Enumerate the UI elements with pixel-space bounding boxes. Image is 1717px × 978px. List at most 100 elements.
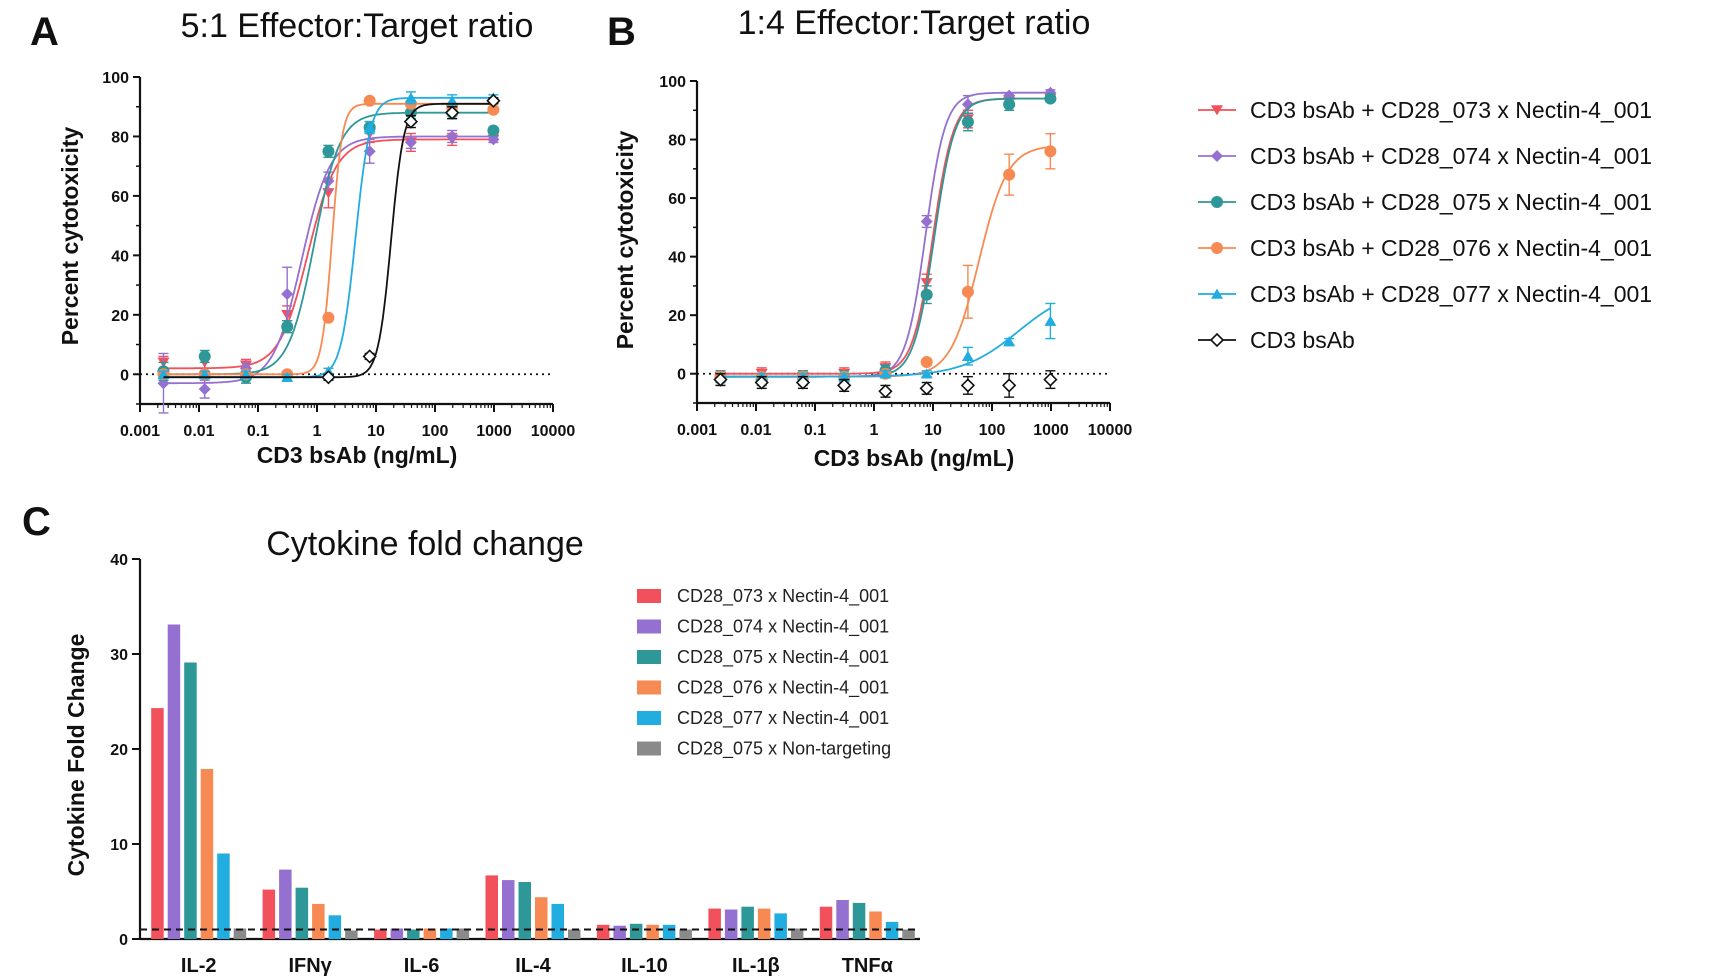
chart-c-category-label: IL-2 — [181, 955, 217, 977]
legend-marker — [1211, 150, 1223, 162]
legend-swatch — [637, 650, 661, 664]
chart-c-bar — [869, 911, 882, 939]
chart-b-legend: CD3 bsAb + CD28_073 x Nectin-4_001 CD3 bs… — [1198, 97, 1652, 353]
chart-c-bar — [613, 925, 626, 939]
chart-a-fit-curve — [163, 102, 494, 376]
chart-c-title: Cytokine fold change — [266, 525, 584, 563]
chart-a-data-point — [362, 349, 377, 364]
chart-c-y-tick-label: 0 — [119, 932, 128, 949]
legend-marker — [1211, 242, 1223, 254]
chart-a-x-tick-label: 100 — [422, 423, 449, 440]
chart-a-data-point — [487, 103, 500, 116]
chart-c-bar — [262, 889, 276, 939]
chart-c-category-label: IL-4 — [515, 955, 551, 977]
chart-c-bar — [167, 624, 181, 939]
panel-letter-c: C — [22, 500, 51, 544]
chart-a-x-tick-label: 10000 — [531, 423, 576, 440]
legend-label: CD28_076 x Nectin-4_001 — [677, 678, 889, 699]
chart-c: Cytokine fold change Cytokine Fold Chang… — [63, 525, 920, 977]
chart-b-data-point — [919, 381, 934, 396]
chart-b-data-point — [1003, 168, 1016, 181]
chart-b-x-tick-label: 0.1 — [804, 422, 826, 439]
chart-b-data-point — [961, 350, 974, 361]
legend-marker — [1211, 105, 1223, 116]
chart-c-bar — [568, 929, 581, 939]
chart-b-x-tick-label: 10 — [924, 422, 942, 439]
chart-c-bar — [724, 909, 738, 939]
chart-a-x-tick-label: 0.001 — [120, 423, 160, 440]
chart-a-data-point — [487, 124, 500, 137]
chart-a-series-5 — [163, 93, 501, 385]
legend-label: CD3 bsAb + CD28_076 x Nectin-4_001 — [1250, 235, 1652, 261]
chart-c-bar — [708, 908, 721, 939]
chart-b-fit-curve — [720, 91, 1051, 378]
chart-b-data-point — [960, 378, 976, 393]
chart-c-category-label: IFNγ — [288, 955, 332, 977]
chart-b-data-point — [1044, 145, 1057, 158]
chart-b-y-tick-label: 0 — [677, 367, 686, 384]
chart-a-data-point — [363, 94, 376, 107]
chart-b-data-point — [920, 368, 933, 379]
chart-a-ylabel: Percent cytotoxicity — [57, 127, 83, 346]
chart-b-data-point — [1044, 315, 1057, 326]
chart-b-x-tick-label: 0.01 — [740, 422, 771, 439]
chart-b-data-point — [713, 372, 728, 387]
chart-c-y-tick-label: 20 — [110, 742, 128, 759]
chart-b-y-tick-label: 100 — [659, 74, 686, 91]
chart-b: 1:4 Effector:Target ratio CD3 bsAb (ng/m… — [612, 4, 1132, 471]
chart-c-bar — [836, 900, 849, 939]
chart-b-data-point — [1044, 92, 1057, 105]
chart-b-data-point — [754, 375, 769, 390]
chart-b-x-tick-label: 10000 — [1088, 422, 1133, 439]
chart-b-x-tick-label: 100 — [979, 422, 1006, 439]
chart-c-bar — [502, 880, 515, 939]
chart-c-bar — [819, 906, 833, 939]
legend-marker — [1211, 196, 1223, 208]
chart-a-y-tick-label: 0 — [120, 367, 129, 384]
chart-a-x-tick-label: 0.01 — [183, 423, 214, 440]
chart-a-title: 5:1 Effector:Target ratio — [181, 7, 534, 45]
chart-b-data-point — [1043, 372, 1058, 387]
chart-c-category-label: TNFα — [842, 955, 894, 977]
chart-a-data-point — [322, 145, 335, 158]
chart-c-bar — [485, 875, 498, 939]
legend-label: CD3 bsAb + CD28_077 x Nectin-4_001 — [1250, 281, 1652, 307]
chart-b-data-point — [920, 215, 933, 228]
chart-a-x-tick-label: 0.1 — [247, 423, 269, 440]
chart-c-bar — [423, 928, 437, 939]
chart-c-category-label: IL-10 — [621, 955, 668, 977]
chart-c-bar — [852, 902, 866, 939]
chart-a-fit-curve — [163, 135, 494, 385]
chart-c-bar — [646, 924, 659, 940]
chart-c-bar — [679, 929, 692, 939]
chart-b-fit-curve — [720, 97, 1051, 375]
chart-b-y-tick-label: 20 — [668, 308, 686, 325]
chart-c-bar — [374, 929, 387, 939]
chart-c-bar — [456, 928, 470, 939]
chart-c-bar — [440, 928, 453, 939]
chart-a-data-point — [322, 311, 335, 324]
chart-c-bar — [774, 913, 787, 939]
legend-marker — [1209, 332, 1225, 348]
chart-b-data-point — [837, 378, 852, 393]
chart-b-data-point — [920, 288, 933, 301]
chart-c-bar — [151, 708, 164, 939]
chart-b-fit-curve — [720, 97, 1051, 378]
chart-b-title: 1:4 Effector:Target ratio — [738, 4, 1091, 42]
chart-a-x-tick-label: 1000 — [476, 423, 512, 440]
chart-b-x-tick-label: 1000 — [1033, 422, 1069, 439]
legend-label: CD28_074 x Nectin-4_001 — [677, 617, 889, 638]
chart-a-data-point — [198, 383, 211, 396]
chart-b-fit-curve — [720, 146, 1051, 378]
chart-c-bar — [312, 903, 325, 939]
chart-c-bar — [551, 903, 564, 939]
legend-label: CD3 bsAb + CD28_073 x Nectin-4_001 — [1250, 97, 1652, 123]
chart-a-data-point — [403, 114, 419, 129]
chart-a-data-point — [445, 105, 460, 120]
chart-b-y-tick-label: 80 — [668, 133, 686, 150]
chart-c-bar — [295, 887, 309, 939]
chart-a-series-0 — [157, 123, 500, 372]
chart-a: 5:1 Effector:Target ratio CD3 bsAb (ng/m… — [57, 7, 575, 468]
chart-c-bar — [757, 908, 771, 939]
chart-b-series-5 — [713, 370, 1058, 399]
